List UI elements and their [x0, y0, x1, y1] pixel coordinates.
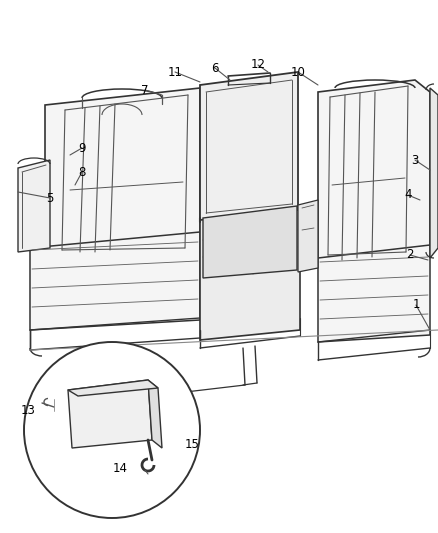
Polygon shape: [30, 232, 200, 330]
Circle shape: [24, 342, 200, 518]
Polygon shape: [68, 380, 158, 396]
Polygon shape: [18, 160, 50, 252]
Polygon shape: [203, 206, 297, 278]
Text: 8: 8: [78, 166, 86, 179]
Text: 7: 7: [141, 84, 149, 96]
Polygon shape: [298, 200, 318, 272]
Text: 3: 3: [411, 154, 419, 166]
Text: 11: 11: [167, 66, 183, 78]
Text: 5: 5: [46, 191, 54, 205]
Text: 9: 9: [78, 141, 86, 155]
Text: 13: 13: [21, 403, 35, 416]
Polygon shape: [148, 380, 162, 448]
Polygon shape: [430, 88, 438, 258]
Text: 4: 4: [404, 189, 412, 201]
Text: 1: 1: [412, 298, 420, 311]
Polygon shape: [200, 205, 300, 340]
Text: 15: 15: [184, 439, 199, 451]
Text: 10: 10: [290, 66, 305, 78]
Polygon shape: [45, 88, 200, 258]
Text: 12: 12: [251, 59, 265, 71]
Text: 2: 2: [406, 248, 414, 262]
Polygon shape: [200, 72, 298, 220]
Polygon shape: [318, 245, 430, 342]
Text: 6: 6: [211, 61, 219, 75]
Polygon shape: [68, 380, 152, 448]
Text: 14: 14: [113, 462, 127, 474]
Polygon shape: [318, 80, 430, 268]
